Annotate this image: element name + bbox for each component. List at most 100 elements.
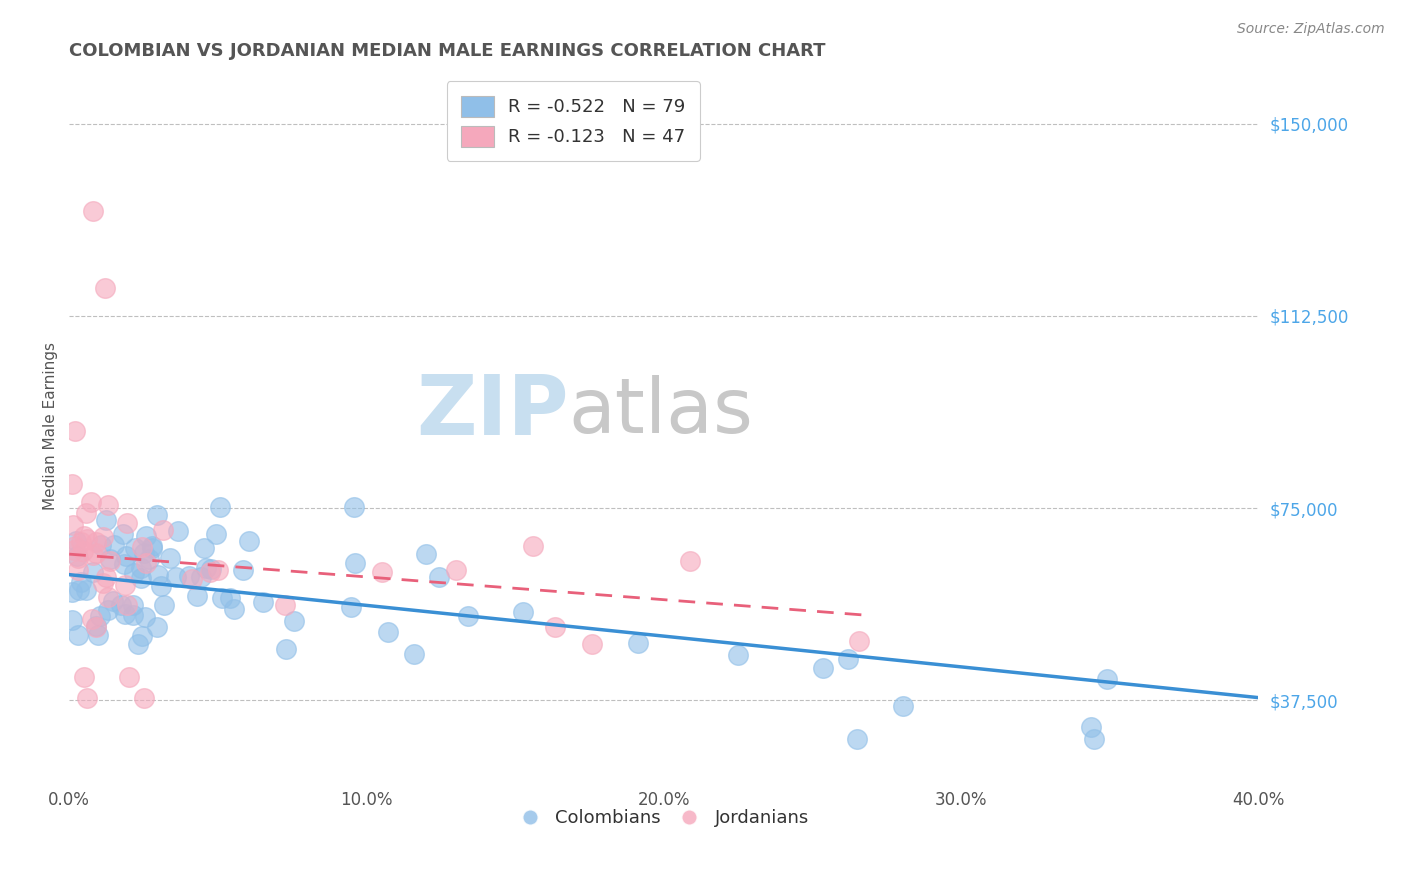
Point [65, 539, 87, 553]
Point [63, 424, 86, 438]
Point [67, 563, 90, 577]
Point [194, 561, 217, 575]
Text: ZIP: ZIP [416, 371, 568, 452]
Point [404, 647, 426, 661]
Point [73, 529, 96, 543]
Point [112, 527, 135, 541]
Point [132, 690, 155, 705]
Point [80, 612, 103, 626]
Point [343, 500, 366, 514]
Point [129, 561, 152, 575]
Point [371, 565, 394, 579]
Point [87, 628, 110, 642]
Point [457, 608, 479, 623]
Point [152, 599, 174, 613]
Point [543, 619, 565, 633]
Point [138, 551, 160, 566]
Point [82, 203, 104, 218]
Point [193, 541, 215, 555]
Point [1095, 672, 1118, 686]
Point [165, 570, 187, 584]
Point [238, 533, 260, 548]
Point [98, 554, 121, 568]
Point [813, 661, 835, 675]
Point [522, 539, 544, 553]
Point [112, 557, 135, 571]
Point [122, 598, 145, 612]
Point [1080, 720, 1102, 734]
Point [66, 549, 89, 563]
Point [94, 280, 117, 294]
Point [146, 508, 169, 523]
Point [141, 539, 163, 553]
Point [72, 543, 94, 558]
Point [62, 542, 84, 557]
Point [848, 634, 870, 648]
Point [103, 538, 125, 552]
Point [96, 513, 118, 527]
Point [89, 609, 111, 624]
Point [127, 637, 149, 651]
Point [224, 602, 246, 616]
Point [427, 570, 450, 584]
Point [150, 580, 173, 594]
Point [69, 534, 91, 549]
Point [134, 610, 156, 624]
Point [207, 563, 229, 577]
Point [115, 549, 138, 564]
Point [232, 563, 254, 577]
Point [118, 670, 141, 684]
Point [121, 607, 143, 622]
Point [79, 495, 101, 509]
Point [512, 605, 534, 619]
Point [67, 628, 90, 642]
Point [893, 698, 915, 713]
Point [131, 629, 153, 643]
Point [274, 642, 297, 657]
Point [377, 624, 399, 639]
Text: atlas: atlas [568, 375, 754, 449]
Point [198, 565, 221, 579]
Point [101, 594, 124, 608]
Point [82, 549, 104, 563]
Point [84, 620, 107, 634]
Point [97, 603, 120, 617]
Point [115, 598, 138, 612]
Point [131, 540, 153, 554]
Text: COLOMBIAN VS JORDANIAN MEDIAN MALE EARNINGS CORRELATION CHART: COLOMBIAN VS JORDANIAN MEDIAN MALE EARNI… [69, 42, 825, 60]
Point [200, 562, 222, 576]
Point [141, 541, 163, 555]
Point [146, 620, 169, 634]
Point [73, 670, 96, 684]
Point [152, 523, 174, 537]
Point [211, 591, 233, 605]
Point [60, 584, 83, 599]
Point [66, 551, 89, 566]
Point [679, 554, 702, 568]
Point [627, 636, 650, 650]
Point [209, 500, 232, 515]
Point [159, 550, 181, 565]
Point [283, 614, 305, 628]
Point [252, 595, 274, 609]
Point [340, 600, 363, 615]
Point [124, 541, 146, 556]
Point [94, 570, 117, 584]
Point [76, 533, 98, 547]
Point [86, 534, 108, 549]
Point [344, 557, 367, 571]
Point [60, 613, 83, 627]
Legend: Colombians, Jordanians: Colombians, Jordanians [512, 802, 815, 834]
Point [135, 556, 157, 570]
Point [135, 529, 157, 543]
Point [581, 637, 603, 651]
Point [177, 569, 200, 583]
Point [274, 598, 297, 612]
Point [1083, 731, 1105, 746]
Point [67, 582, 90, 597]
Point [205, 527, 228, 541]
Y-axis label: Median Male Earnings: Median Male Earnings [44, 342, 58, 510]
Point [415, 547, 437, 561]
Point [97, 591, 120, 605]
Point [76, 690, 98, 705]
